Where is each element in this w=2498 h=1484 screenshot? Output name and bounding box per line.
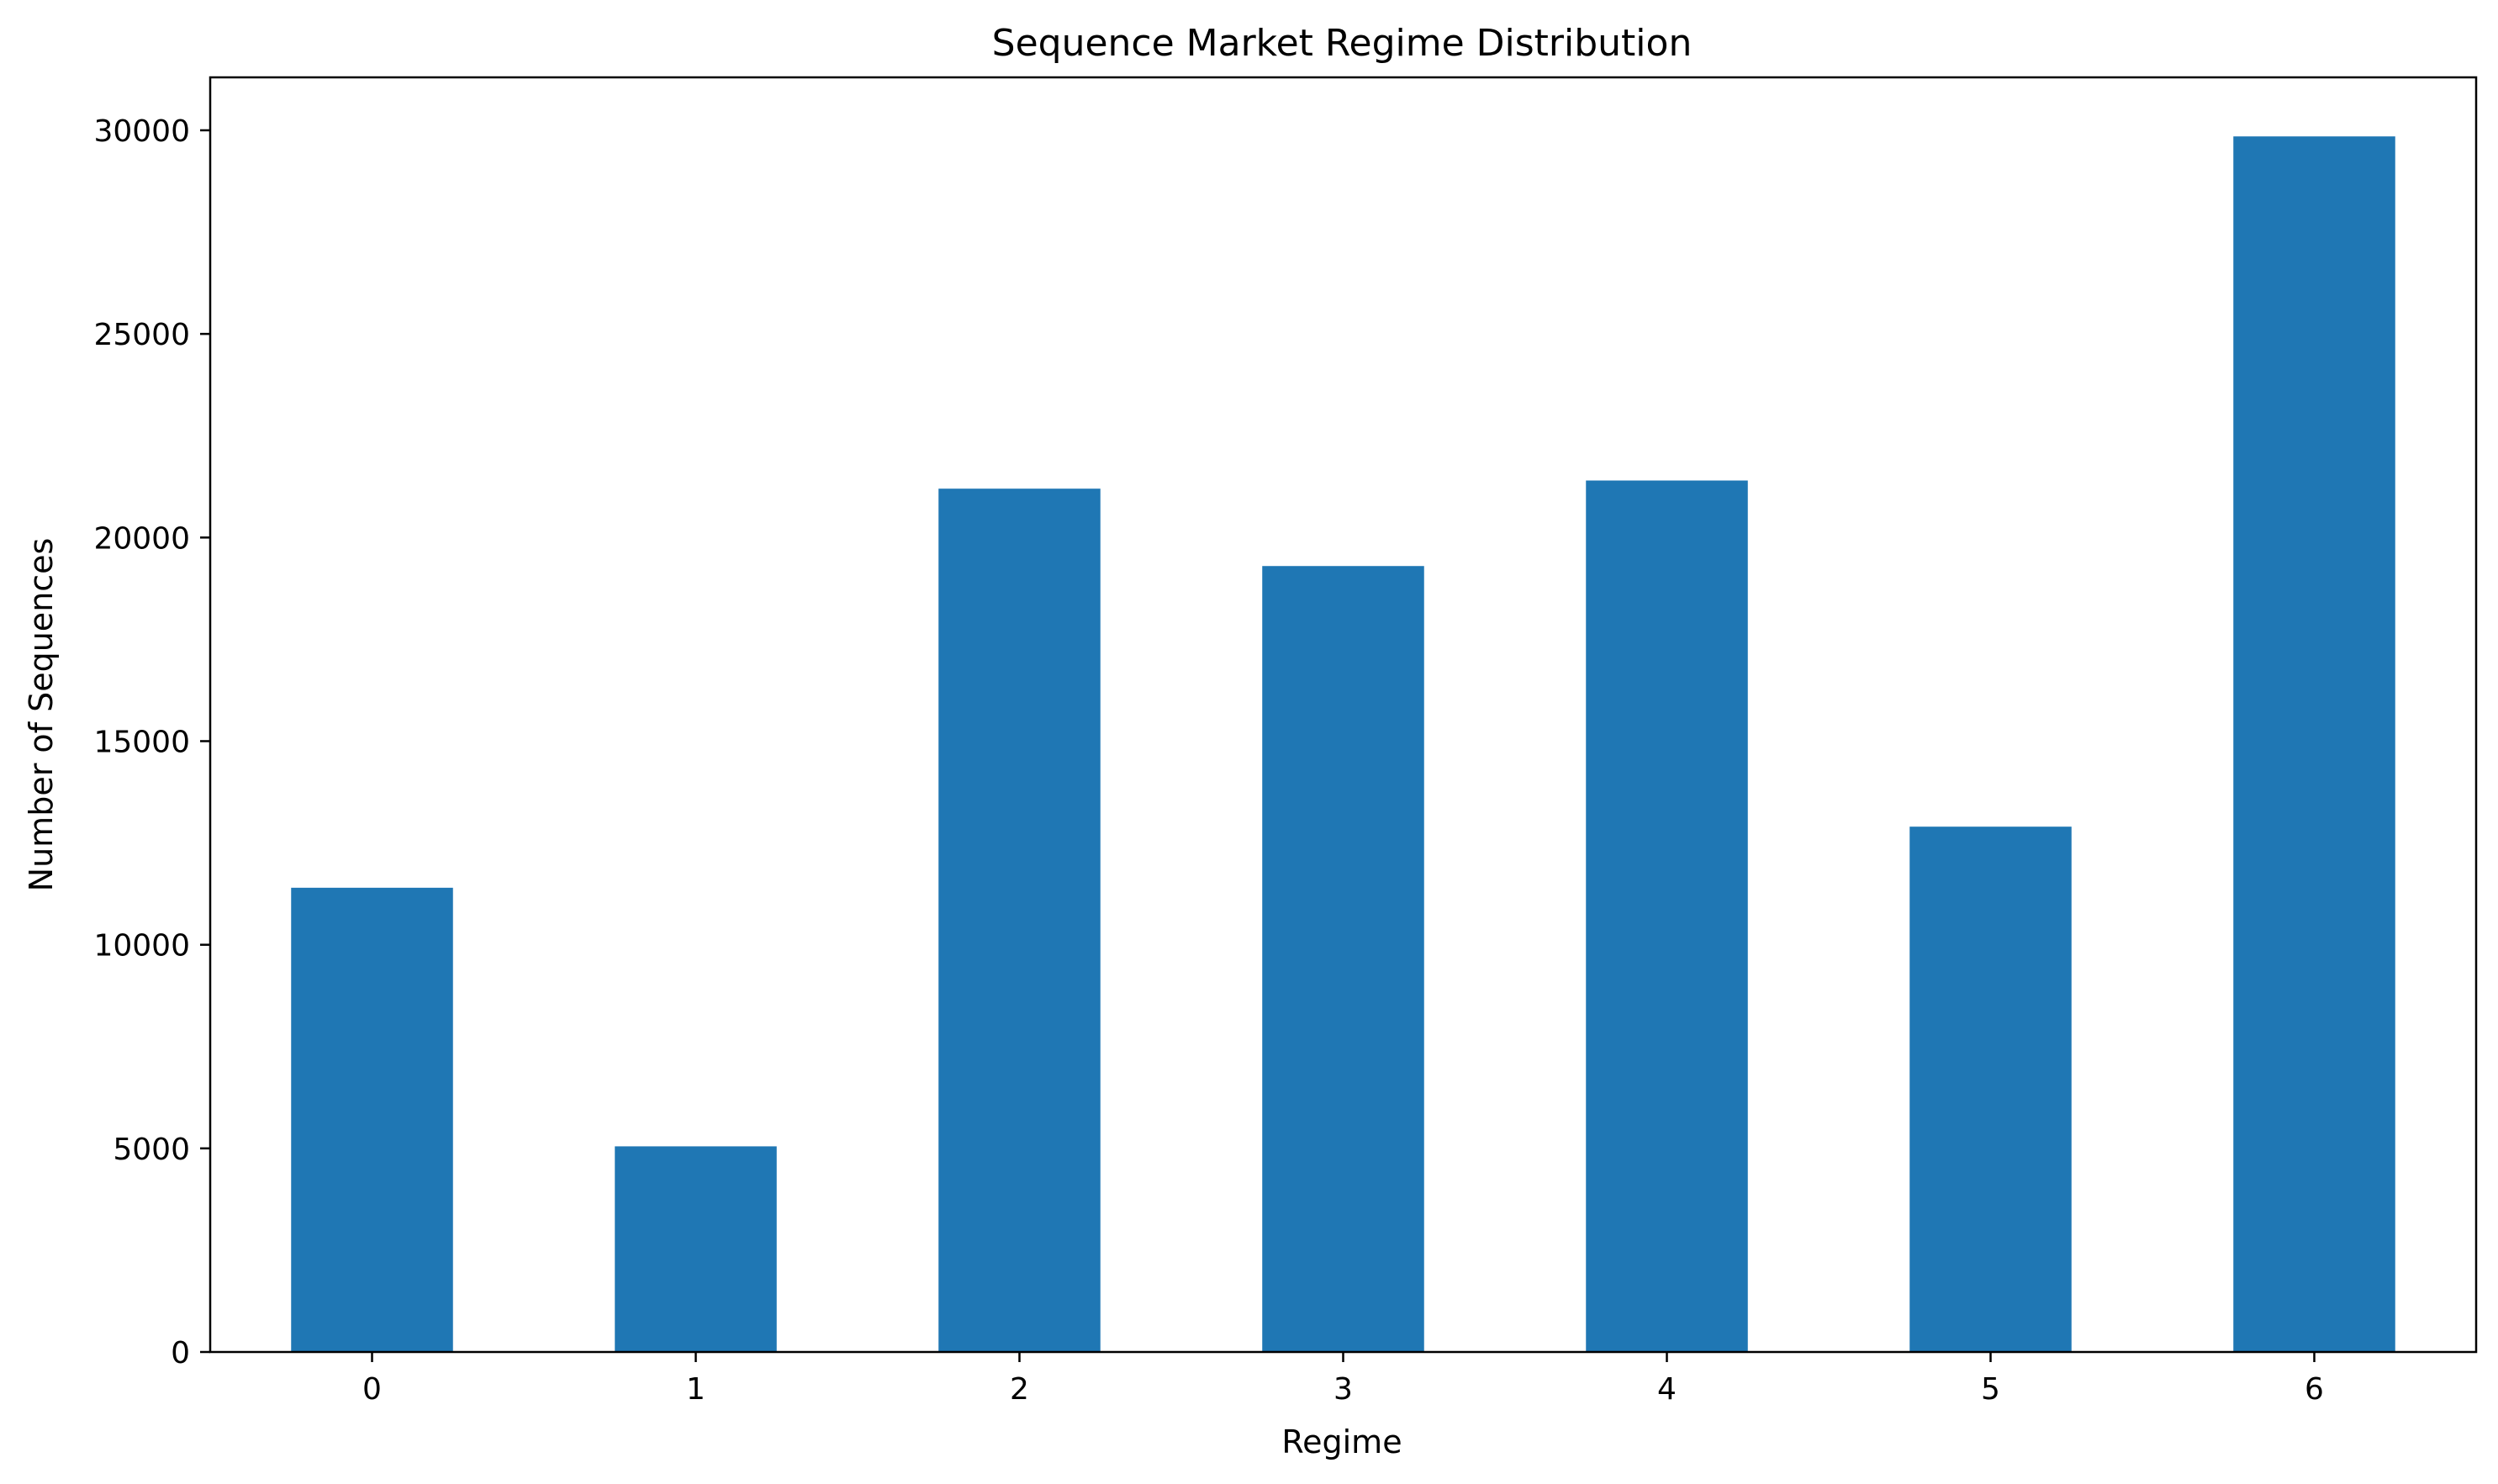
bar-regime-1 [615,1146,777,1352]
bars-group [291,136,2395,1353]
x-tick-label: 2 [1010,1372,1029,1407]
x-axis-ticks: 0 1 2 3 4 5 6 [362,1352,2324,1407]
plot-frame [209,76,2478,1354]
y-tick-label: 15000 [93,725,190,759]
bar-regime-5 [1909,826,2072,1352]
bar-regime-4 [1586,480,1748,1352]
x-tick-label: 3 [1333,1372,1353,1407]
y-tick-label: 0 [171,1336,190,1370]
x-axis-label: Regime [1281,1423,1402,1460]
x-tick-label: 6 [2305,1372,2324,1407]
bar-regime-2 [938,489,1101,1352]
y-tick-label: 10000 [93,929,190,964]
x-tick-label: 5 [1981,1372,2000,1407]
bar-regime-6 [2233,136,2395,1353]
y-axis-ticks: 0 5000 10000 15000 20000 25000 30000 [93,114,210,1370]
y-tick-label: 20000 [93,521,190,556]
chart-title: Sequence Market Regime Distribution [992,22,1693,65]
y-tick-label: 25000 [93,318,190,352]
x-tick-label: 4 [1657,1372,1677,1407]
y-axis-label: Number of Sequences [23,538,60,892]
y-tick-label: 5000 [113,1133,190,1167]
y-tick-label: 30000 [93,114,190,149]
bar-regime-3 [1262,566,1424,1352]
bar-regime-0 [291,887,453,1352]
x-tick-label: 1 [686,1372,705,1407]
x-tick-label: 0 [362,1372,382,1407]
